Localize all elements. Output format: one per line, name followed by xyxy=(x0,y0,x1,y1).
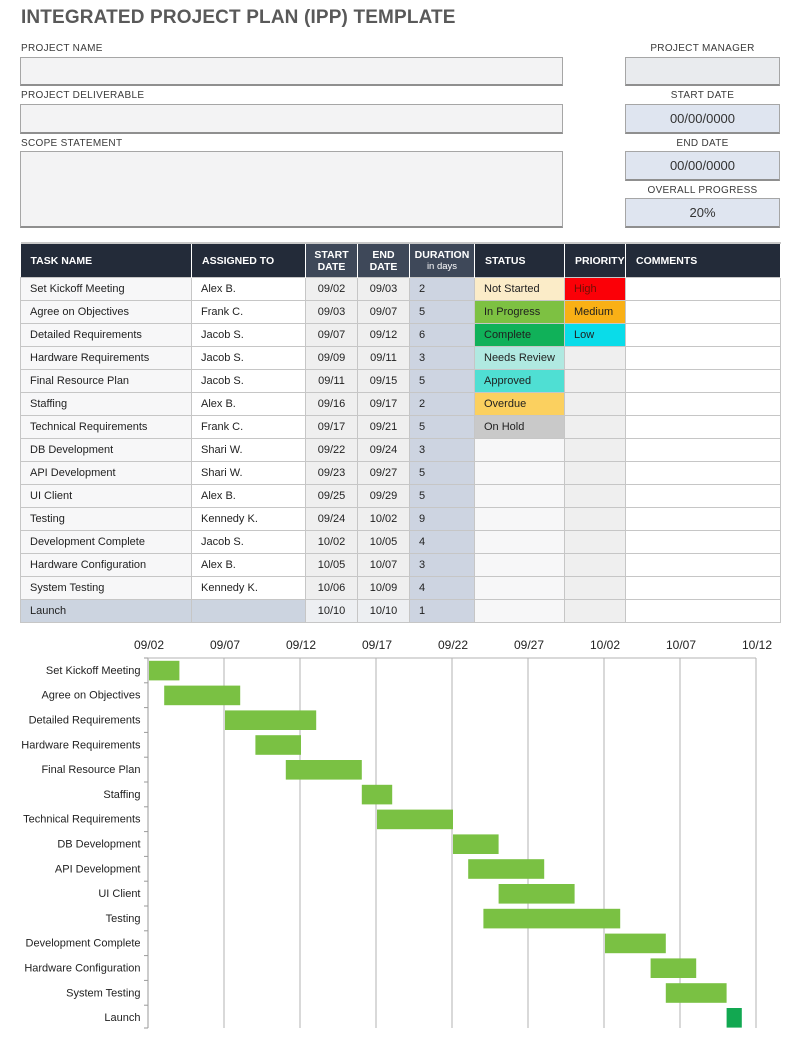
svg-text:Launch: Launch xyxy=(104,1012,140,1024)
svg-text:10/12: 10/12 xyxy=(742,638,772,652)
svg-text:Testing: Testing xyxy=(106,913,141,925)
svg-text:10/02: 10/02 xyxy=(590,638,620,652)
svg-text:09/22: 09/22 xyxy=(438,638,468,652)
svg-text:10/07: 10/07 xyxy=(666,638,696,652)
svg-text:Hardware Configuration: Hardware Configuration xyxy=(24,963,140,975)
svg-text:UI Client: UI Client xyxy=(98,888,140,900)
svg-text:Technical Requirements: Technical Requirements xyxy=(23,814,141,826)
svg-text:09/17: 09/17 xyxy=(362,638,392,652)
svg-text:Set Kickoff Meeting: Set Kickoff Meeting xyxy=(46,665,141,677)
svg-text:System Testing: System Testing xyxy=(66,987,140,999)
svg-text:09/12: 09/12 xyxy=(286,638,316,652)
svg-text:09/27: 09/27 xyxy=(514,638,544,652)
svg-text:09/02: 09/02 xyxy=(134,638,164,652)
svg-text:DB Development: DB Development xyxy=(57,839,140,851)
svg-text:Staffing: Staffing xyxy=(103,789,140,801)
svg-text:Development Complete: Development Complete xyxy=(26,938,141,950)
svg-text:API Development: API Development xyxy=(55,863,141,875)
svg-text:Agree on Objectives: Agree on Objectives xyxy=(41,690,141,702)
svg-text:Hardware Requirements: Hardware Requirements xyxy=(21,739,141,751)
svg-text:Final Resource Plan: Final Resource Plan xyxy=(41,764,140,776)
svg-text:09/07: 09/07 xyxy=(210,638,240,652)
svg-text:Detailed Requirements: Detailed Requirements xyxy=(29,715,141,727)
